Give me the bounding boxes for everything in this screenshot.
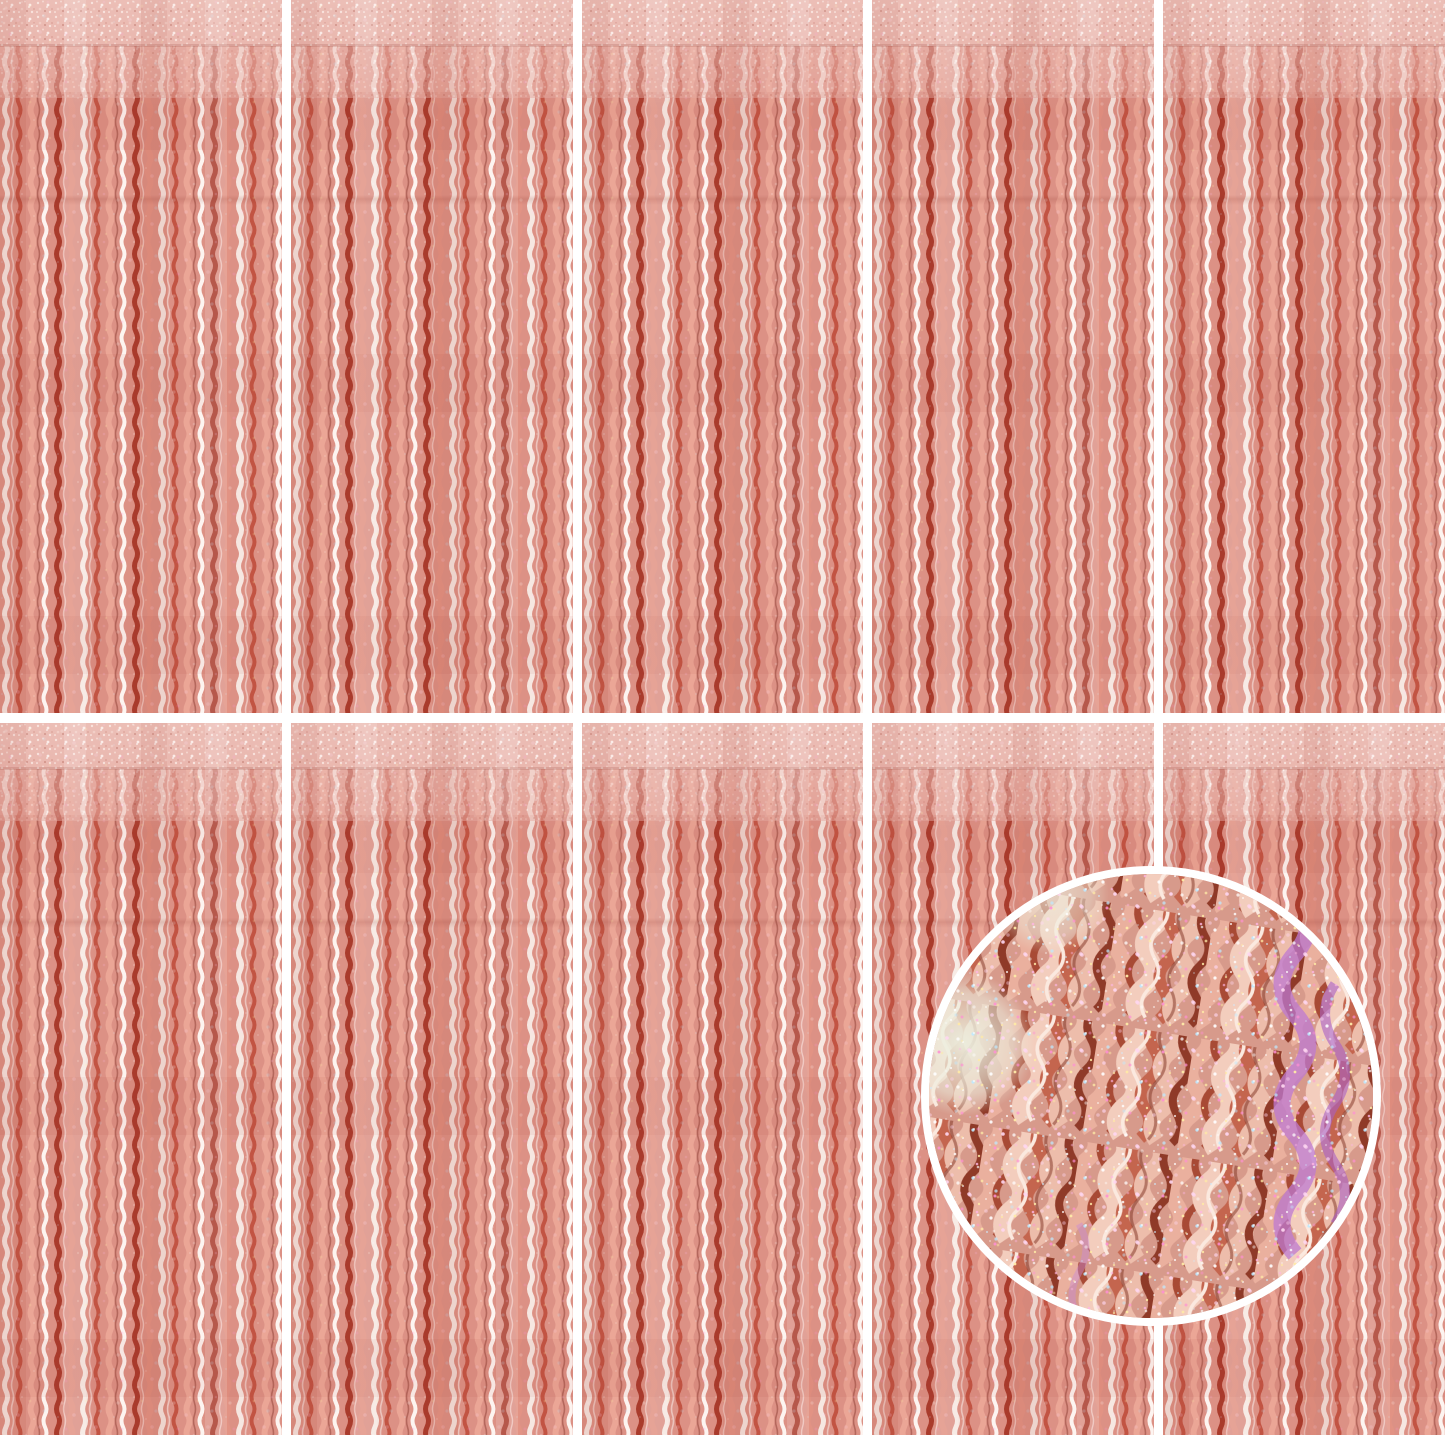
curtain-strands-texture (1163, 0, 1445, 713)
curtain-panel (290, 722, 573, 1435)
curtain-strands-texture (0, 0, 282, 713)
curtain-strands-texture (581, 722, 864, 1435)
curtain-panel (290, 0, 573, 713)
detail-inset-art (929, 874, 1373, 1318)
curtain-strands-texture (872, 0, 1155, 713)
curtain-panel (1163, 0, 1445, 713)
curtain-strands-texture (290, 0, 573, 713)
bottom-white-margin (0, 1435, 1445, 1443)
curtain-panel (581, 722, 864, 1435)
detail-inset (921, 866, 1381, 1326)
curtain-strands-texture (581, 0, 864, 713)
curtain-panel (0, 0, 282, 713)
curtain-panel (872, 0, 1155, 713)
curtain-panel (0, 722, 282, 1435)
curtain-panel (581, 0, 864, 713)
curtain-strands-texture (290, 722, 573, 1435)
curtain-strands-texture (0, 722, 282, 1435)
